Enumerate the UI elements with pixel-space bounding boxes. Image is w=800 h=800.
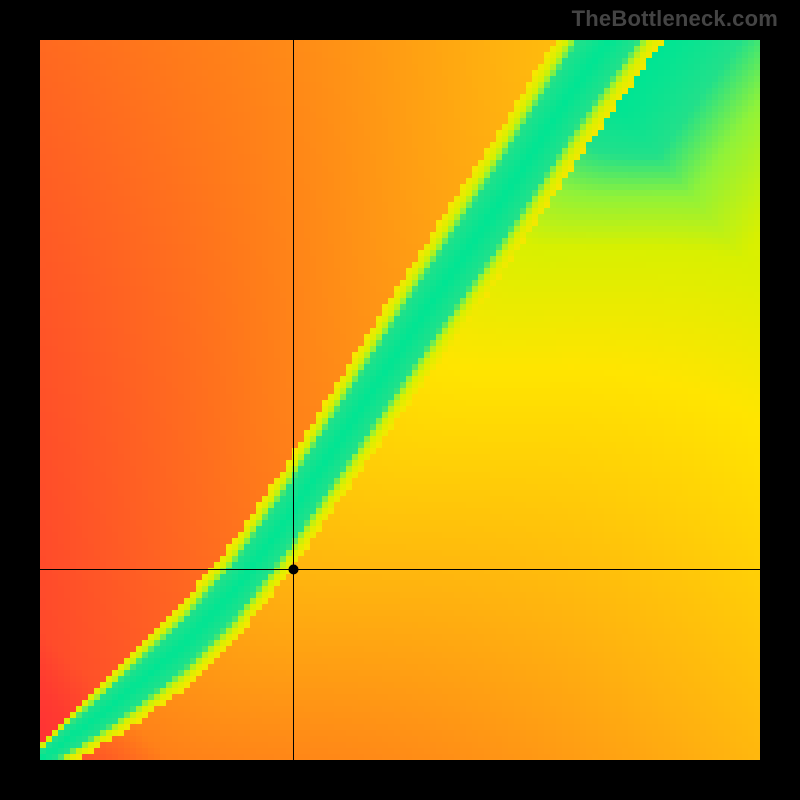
page-root: TheBottleneck.com <box>0 0 800 800</box>
bottleneck-heatmap <box>40 40 760 760</box>
watermark-text: TheBottleneck.com <box>572 6 778 32</box>
heatmap-frame <box>40 40 760 760</box>
